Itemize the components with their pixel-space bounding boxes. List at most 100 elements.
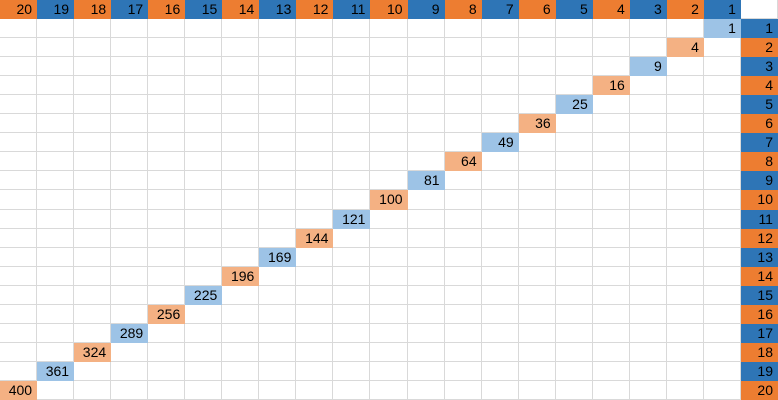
square-cell-169[interactable]: 169	[259, 247, 297, 267]
empty-cell[interactable]	[481, 152, 519, 172]
square-cell-1[interactable]: 1	[703, 19, 741, 39]
empty-cell[interactable]	[37, 95, 75, 115]
empty-cell[interactable]	[407, 380, 445, 400]
empty-cell[interactable]	[592, 247, 630, 267]
row-label-19[interactable]: 19	[740, 361, 778, 381]
empty-cell[interactable]	[592, 152, 630, 172]
empty-cell[interactable]	[444, 190, 482, 210]
square-cell-361[interactable]: 361	[37, 361, 75, 381]
empty-cell[interactable]	[407, 361, 445, 381]
empty-cell[interactable]	[37, 380, 75, 400]
empty-cell[interactable]	[666, 342, 704, 362]
empty-cell[interactable]	[74, 57, 112, 77]
empty-cell[interactable]	[111, 228, 149, 248]
empty-cell[interactable]	[37, 247, 75, 267]
row-label-3[interactable]: 3	[740, 57, 778, 77]
empty-cell[interactable]	[37, 38, 75, 58]
empty-cell[interactable]	[259, 209, 297, 229]
empty-cell[interactable]	[0, 114, 38, 134]
empty-cell[interactable]	[0, 19, 38, 39]
empty-cell[interactable]	[296, 361, 334, 381]
empty-cell[interactable]	[222, 171, 260, 191]
empty-cell[interactable]	[0, 228, 38, 248]
row-label-16[interactable]: 16	[740, 304, 778, 324]
empty-cell[interactable]	[370, 380, 408, 400]
square-cell-16[interactable]: 16	[592, 76, 630, 96]
empty-cell[interactable]	[481, 114, 519, 134]
square-cell-9[interactable]: 9	[629, 57, 667, 77]
empty-cell[interactable]	[222, 190, 260, 210]
empty-cell[interactable]	[370, 342, 408, 362]
row-label-17[interactable]: 17	[740, 323, 778, 343]
empty-cell[interactable]	[185, 228, 223, 248]
empty-cell[interactable]	[333, 228, 371, 248]
empty-cell[interactable]	[0, 171, 38, 191]
empty-cell[interactable]	[0, 76, 38, 96]
empty-cell[interactable]	[111, 266, 149, 286]
square-cell-144[interactable]: 144	[296, 228, 334, 248]
empty-cell[interactable]	[148, 38, 186, 58]
empty-cell[interactable]	[629, 323, 667, 343]
empty-cell[interactable]	[370, 323, 408, 343]
empty-cell[interactable]	[148, 380, 186, 400]
empty-cell[interactable]	[259, 380, 297, 400]
empty-cell[interactable]	[481, 171, 519, 191]
empty-cell[interactable]	[592, 304, 630, 324]
empty-cell[interactable]	[629, 266, 667, 286]
empty-cell[interactable]	[666, 285, 704, 305]
empty-cell[interactable]	[518, 76, 556, 96]
row-label-13[interactable]: 13	[740, 247, 778, 267]
empty-cell[interactable]	[0, 133, 38, 153]
empty-cell[interactable]	[407, 342, 445, 362]
empty-cell[interactable]	[296, 380, 334, 400]
empty-cell[interactable]	[222, 95, 260, 115]
empty-cell[interactable]	[444, 171, 482, 191]
empty-cell[interactable]	[555, 38, 593, 58]
empty-cell[interactable]	[185, 133, 223, 153]
empty-cell[interactable]	[555, 323, 593, 343]
empty-cell[interactable]	[333, 304, 371, 324]
empty-cell[interactable]	[629, 133, 667, 153]
col-header-17[interactable]: 17	[111, 0, 149, 20]
empty-cell[interactable]	[555, 361, 593, 381]
empty-cell[interactable]	[703, 133, 741, 153]
empty-cell[interactable]	[370, 266, 408, 286]
empty-cell[interactable]	[518, 304, 556, 324]
empty-cell[interactable]	[703, 342, 741, 362]
square-cell-64[interactable]: 64	[444, 152, 482, 172]
empty-cell[interactable]	[333, 19, 371, 39]
empty-cell[interactable]	[222, 209, 260, 229]
empty-cell[interactable]	[666, 304, 704, 324]
empty-cell[interactable]	[518, 38, 556, 58]
empty-cell[interactable]	[666, 114, 704, 134]
col-header-15[interactable]: 15	[185, 0, 223, 20]
empty-cell[interactable]	[185, 171, 223, 191]
empty-cell[interactable]	[444, 114, 482, 134]
empty-cell[interactable]	[592, 114, 630, 134]
empty-cell[interactable]	[666, 76, 704, 96]
empty-cell[interactable]	[0, 95, 38, 115]
empty-cell[interactable]	[259, 38, 297, 58]
square-cell-121[interactable]: 121	[333, 209, 371, 229]
empty-cell[interactable]	[444, 228, 482, 248]
empty-cell[interactable]	[481, 19, 519, 39]
empty-cell[interactable]	[259, 19, 297, 39]
empty-cell[interactable]	[185, 57, 223, 77]
empty-cell[interactable]	[222, 133, 260, 153]
empty-cell[interactable]	[666, 323, 704, 343]
row-label-9[interactable]: 9	[740, 171, 778, 191]
empty-cell[interactable]	[259, 114, 297, 134]
row-label-4[interactable]: 4	[740, 76, 778, 96]
empty-cell[interactable]	[185, 95, 223, 115]
col-header-11[interactable]: 11	[333, 0, 371, 20]
empty-cell[interactable]	[74, 19, 112, 39]
empty-cell[interactable]	[259, 228, 297, 248]
empty-cell[interactable]	[37, 133, 75, 153]
empty-cell[interactable]	[0, 304, 38, 324]
empty-cell[interactable]	[629, 247, 667, 267]
empty-cell[interactable]	[407, 247, 445, 267]
empty-cell[interactable]	[74, 114, 112, 134]
empty-cell[interactable]	[74, 95, 112, 115]
empty-cell[interactable]	[629, 209, 667, 229]
empty-cell[interactable]	[185, 38, 223, 58]
